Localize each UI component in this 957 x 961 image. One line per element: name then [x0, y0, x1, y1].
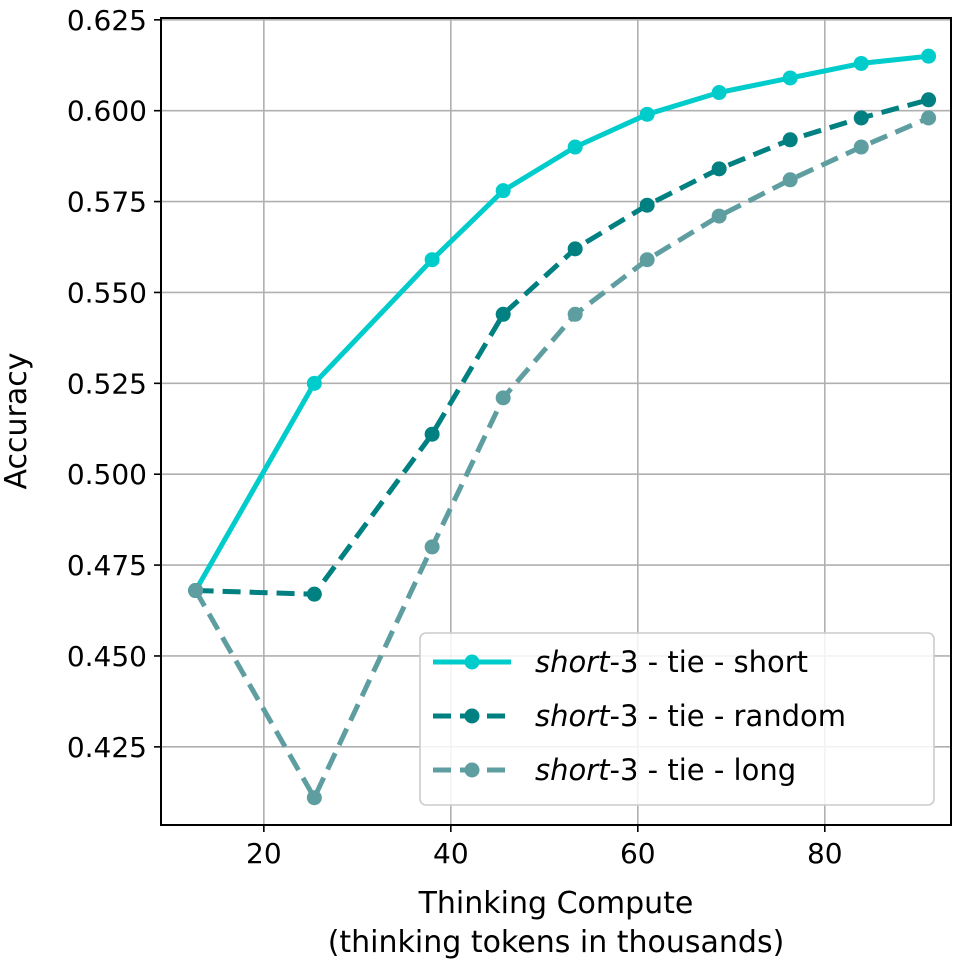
data-point — [921, 110, 937, 126]
x-tick-label: 80 — [807, 837, 843, 870]
data-point — [306, 790, 322, 806]
legend-item: short-3 - tie - random — [433, 699, 846, 733]
ticks: 20 40 60 80 0.425 0.450 0.475 0.500 0.525 0.550 0.… — [67, 4, 843, 870]
x-axis-label-line2: (thinking tokens in thousands) — [328, 925, 785, 960]
data-point — [853, 139, 869, 155]
legend-label-rest: -3 - tie - long — [610, 753, 797, 787]
data-point — [639, 197, 655, 213]
legend-label: short-3 - tie - random — [535, 699, 846, 733]
data-point — [495, 390, 511, 406]
y-tick-label: 0.625 — [67, 4, 147, 37]
legend-label-rest: -3 - tie - random — [610, 699, 846, 733]
series-layer — [188, 48, 937, 806]
data-point — [711, 208, 727, 224]
legend-label-italic: short — [535, 699, 611, 733]
series-0 — [188, 48, 937, 599]
legend-label-rest: -3 - tie - short — [610, 645, 809, 679]
data-point — [567, 139, 583, 155]
series-line — [193, 115, 930, 801]
data-point — [921, 92, 937, 108]
data-point — [853, 110, 869, 126]
series-1 — [188, 92, 937, 602]
data-point — [782, 172, 798, 188]
y-tick-label: 0.450 — [67, 640, 147, 673]
y-tick-label: 0.425 — [67, 731, 147, 764]
data-point — [188, 583, 204, 599]
legend-marker — [464, 762, 480, 778]
legend-label: short-3 - tie - long — [535, 753, 796, 787]
data-point — [567, 241, 583, 257]
series-2 — [188, 110, 937, 806]
legend-marker — [464, 708, 480, 724]
data-point — [306, 586, 322, 602]
y-tick-label: 0.475 — [67, 549, 147, 582]
y-tick-label: 0.550 — [67, 276, 147, 309]
data-point — [782, 132, 798, 148]
data-point — [567, 306, 583, 322]
y-axis-label: Accuracy — [0, 353, 34, 490]
y-tick-label: 0.525 — [67, 367, 147, 400]
series-line — [193, 53, 929, 592]
data-point — [424, 252, 440, 268]
legend-label-italic: short — [535, 645, 611, 679]
legend-box — [419, 632, 935, 806]
data-point — [921, 48, 937, 64]
data-point — [424, 426, 440, 442]
x-tick-label: 20 — [246, 837, 282, 870]
series-line — [195, 97, 930, 597]
data-point — [639, 252, 655, 268]
data-point — [853, 55, 869, 71]
legend-item: short-3 - tie - short — [433, 645, 808, 679]
legend-item: short-3 - tie - long — [433, 753, 796, 787]
legend-label: short-3 - tie - short — [535, 645, 808, 679]
data-point — [782, 70, 798, 86]
data-point — [495, 183, 511, 199]
data-point — [424, 539, 440, 555]
y-tick-label: 0.600 — [67, 95, 147, 128]
data-point — [711, 161, 727, 177]
y-tick-label: 0.575 — [67, 186, 147, 219]
x-tick-label: 40 — [433, 837, 469, 870]
legend-marker — [464, 654, 480, 670]
data-point — [306, 375, 322, 391]
x-axis-label: Thinking Compute — [418, 886, 694, 921]
data-point — [711, 85, 727, 101]
data-point — [639, 106, 655, 122]
x-tick-label: 60 — [620, 837, 656, 870]
data-point — [495, 306, 511, 322]
legend-label-italic: short — [535, 753, 611, 787]
plot-frame — [160, 17, 952, 826]
y-tick-label: 0.500 — [67, 458, 147, 491]
